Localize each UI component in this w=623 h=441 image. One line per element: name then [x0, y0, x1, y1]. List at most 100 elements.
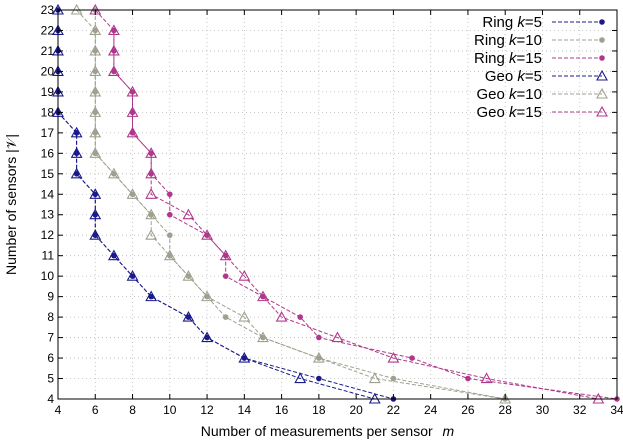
data-point	[89, 188, 102, 199]
y-tick-label: 6	[47, 351, 54, 365]
legend-marker	[596, 69, 608, 81]
legend-marker	[596, 87, 608, 99]
data-point	[331, 331, 344, 343]
data-point	[89, 106, 102, 117]
data-point	[89, 147, 102, 158]
data-point	[89, 229, 102, 240]
data-point	[201, 290, 214, 302]
legend-label: Ring k=10	[474, 32, 542, 49]
data-point	[89, 85, 102, 97]
y-tick-label: 22	[41, 23, 55, 37]
y-tick-label: 11	[42, 249, 55, 263]
y-tick-label: 16	[41, 146, 55, 160]
data-point	[201, 331, 214, 343]
data-point	[219, 249, 232, 261]
data-point	[89, 44, 102, 56]
x-tick-label: 4	[55, 403, 62, 417]
data-point	[480, 372, 493, 384]
series-line	[76, 9, 506, 400]
y-tick-label: 19	[41, 85, 55, 99]
data-point	[126, 188, 139, 199]
y-tick-label: 21	[41, 44, 55, 58]
y-tick-label: 8	[47, 310, 54, 324]
legend-marker	[599, 37, 605, 43]
data-point	[70, 126, 83, 138]
data-point	[409, 355, 415, 361]
legend-entry: Geo k=5	[485, 68, 608, 85]
x-tick-label: 10	[163, 403, 177, 417]
y-tick-label: 7	[47, 331, 54, 345]
data-point	[222, 273, 229, 279]
legend-label: Geo k=10	[477, 86, 542, 103]
legend-entry: Geo k=10	[477, 86, 608, 103]
y-tick-label: 18	[41, 105, 55, 119]
data-point	[368, 372, 381, 384]
data-point	[238, 270, 251, 281]
data-point	[107, 24, 120, 36]
legend-entry: Ring k=5	[482, 14, 605, 31]
data-point	[275, 310, 288, 322]
data-point	[257, 331, 269, 343]
data-point	[89, 126, 102, 138]
y-tick-label: 14	[41, 187, 55, 201]
data-point	[465, 375, 471, 382]
legend-label: Geo k=5	[485, 68, 542, 85]
x-tick-label: 30	[536, 403, 550, 417]
data-point	[145, 188, 158, 199]
x-axis-label-var: m	[443, 423, 455, 439]
data-point	[167, 232, 173, 239]
legend-marker	[599, 55, 605, 61]
data-point	[70, 147, 83, 158]
x-tick-label: 28	[499, 403, 513, 417]
y-tick-label: 13	[41, 208, 55, 222]
x-axis-label-text: Number of measurements per sensor	[201, 423, 433, 439]
legend-label: Ring k=5	[482, 14, 542, 31]
legend-marker	[596, 105, 608, 117]
data-point	[89, 65, 102, 76]
plot-frame	[57, 9, 618, 400]
y-tick-label: 5	[47, 372, 54, 386]
x-tick-label: 18	[312, 403, 326, 417]
y-axis-label: Number of sensors |𝒱|	[3, 134, 19, 275]
data-point	[89, 24, 102, 36]
legend-entry: Geo k=15	[477, 104, 608, 121]
y-tick-label: 4	[47, 392, 54, 406]
data-point	[107, 249, 120, 261]
data-point	[107, 44, 120, 56]
series-line	[94, 9, 599, 400]
data-point	[145, 167, 158, 179]
data-point	[238, 351, 251, 363]
data-point	[201, 229, 214, 240]
y-tick-label: 12	[41, 228, 55, 242]
data-point	[312, 351, 325, 363]
data-point	[257, 290, 269, 302]
data-point	[222, 314, 229, 320]
y-tick-label: 23	[41, 3, 55, 17]
data-point	[182, 310, 195, 322]
data-point	[126, 270, 139, 281]
y-tick-label: 9	[47, 290, 54, 304]
data-point	[145, 208, 158, 220]
data-point	[126, 126, 139, 138]
tick-layer: 4 6 8 10 12 14 16 18 20 22 24 26 28 30 32 34 4 5 6 7 8 9 10 11 1…	[41, 3, 623, 417]
legend-label: Ring k=15	[474, 50, 542, 67]
x-tick-label: 26	[461, 403, 475, 417]
y-tick-label: 20	[41, 64, 55, 78]
x-tick-label: 6	[92, 403, 99, 417]
data-point	[89, 208, 102, 220]
x-tick-label: 20	[349, 403, 363, 417]
y-tick-label: 15	[41, 167, 55, 181]
data-point	[182, 208, 195, 220]
data-point	[70, 167, 83, 179]
data-point	[167, 211, 173, 218]
legend-entry: Ring k=10	[474, 32, 605, 49]
x-tick-label: 34	[610, 403, 623, 417]
data-point	[297, 314, 304, 320]
data-point	[126, 106, 139, 117]
data-point	[294, 372, 307, 384]
data-point	[390, 375, 397, 382]
y-tick-label: 10	[41, 269, 55, 283]
legend-marker	[599, 19, 605, 25]
